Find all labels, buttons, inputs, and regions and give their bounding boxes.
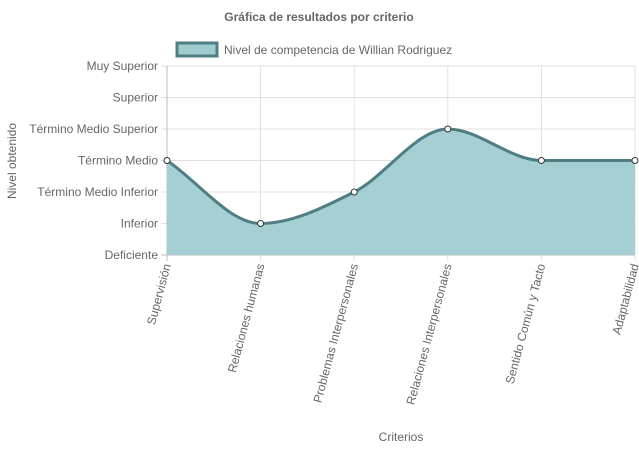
data-point xyxy=(163,157,171,164)
data-points xyxy=(163,125,639,227)
x-tick-label: Relaciones Interpersonales xyxy=(404,262,455,406)
x-tick-label: Problemas Interpersonales xyxy=(310,262,361,404)
x-tick-label: Adaptabilidad xyxy=(610,262,639,336)
y-axis-ticks: Deficiente Inferior Término Medio Inferior… xyxy=(29,59,158,262)
y-tick-label: Superior xyxy=(113,91,158,105)
data-point xyxy=(631,157,639,164)
x-axis-title: Criterios xyxy=(379,430,424,444)
y-tick-label: Término Medio xyxy=(78,154,158,168)
legend[interactable]: Nivel de competencia de Willian Rodrigue… xyxy=(175,41,452,58)
chart-title: Gráfica de resultados por criterio xyxy=(224,10,413,24)
data-point xyxy=(350,188,358,196)
x-tick-label: Sentido Común y Tacto xyxy=(503,262,549,386)
y-tick-label: Término Medio Inferior xyxy=(37,185,158,199)
data-point xyxy=(537,157,545,164)
y-tick-label: Término Medio Superior xyxy=(29,122,158,136)
x-axis-ticks: Supervisión Relaciones humanas Problemas I… xyxy=(144,262,639,406)
data-point xyxy=(257,220,265,227)
y-tick-label: Deficiente xyxy=(105,248,159,262)
legend-swatch xyxy=(175,41,219,58)
series-fill xyxy=(167,129,635,255)
data-point xyxy=(444,125,452,133)
x-tick-label: Relaciones humanas xyxy=(225,262,268,374)
legend-label: Nivel de competencia de Willian Rodrigue… xyxy=(224,43,452,57)
y-tick-label: Inferior xyxy=(121,217,158,231)
y-axis-title: Nivel obtenido xyxy=(5,123,19,199)
y-tick-label: Muy Superior xyxy=(87,59,158,73)
x-tick-label: Supervisión xyxy=(144,262,174,326)
